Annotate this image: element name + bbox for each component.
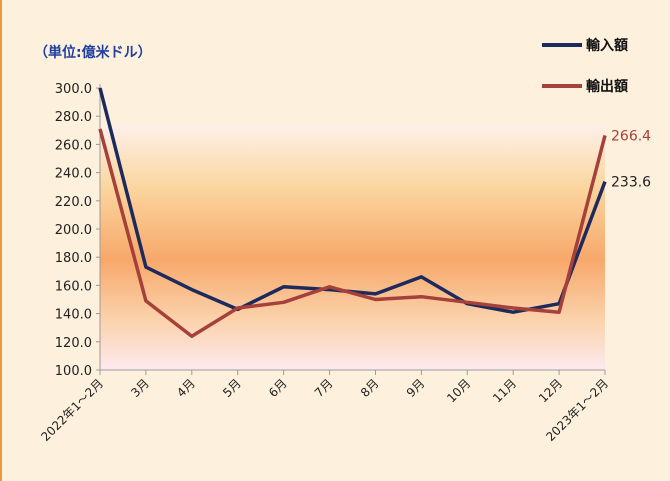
export-series-line [98, 128, 607, 338]
x-tick-label: 11月 [490, 376, 519, 405]
x-tick-label: 4月 [174, 376, 198, 400]
legend-export-label: 輸出額 [586, 78, 628, 95]
y-tick-label: 180.0 [55, 251, 92, 266]
y-tick-label: 140.0 [55, 308, 92, 323]
x-tick-label: 6月 [266, 376, 290, 400]
unit-label: （単位:億米ドル） [34, 45, 152, 61]
x-tick-label: 3月 [128, 376, 152, 400]
plot-background [100, 125, 605, 370]
x-tick-label: 2022年1～2月 [38, 376, 106, 444]
y-tick-label: 260.0 [55, 138, 92, 153]
x-tick-label: 12月 [536, 376, 565, 405]
x-tick-label: 8月 [358, 376, 382, 400]
x-tick-label: 7月 [312, 376, 336, 400]
y-tick-label: 100.0 [55, 364, 92, 379]
x-tick-label: 10月 [444, 376, 473, 405]
x-tick-label: 9月 [404, 376, 428, 400]
y-tick-label: 160.0 [55, 279, 92, 294]
y-tick-label: 200.0 [55, 223, 92, 238]
legend-import-label: 輸入額 [586, 37, 628, 54]
y-tick-label: 220.0 [55, 195, 92, 210]
y-tick-label: 240.0 [55, 167, 92, 182]
y-tick-label: 280.0 [55, 110, 92, 125]
import-end-label: 233.6 [611, 175, 651, 191]
x-tick-label: 5月 [220, 376, 244, 400]
y-tick-label: 120.0 [55, 336, 92, 351]
export-end-label: 266.4 [611, 128, 651, 144]
y-tick-label: 300.0 [55, 82, 92, 97]
